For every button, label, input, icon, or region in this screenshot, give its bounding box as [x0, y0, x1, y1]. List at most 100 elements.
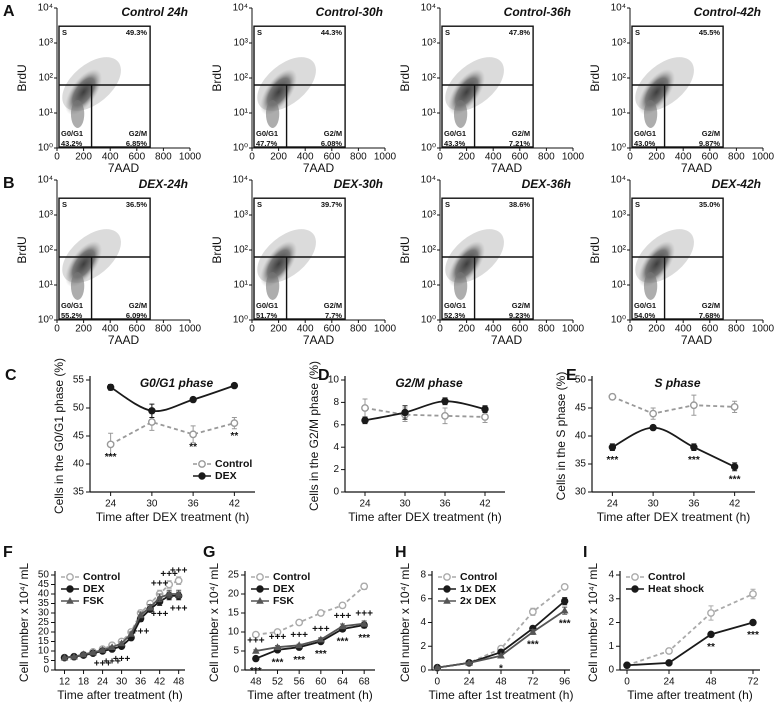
- x-tick-label: 800: [728, 152, 745, 163]
- y-axis-title: BrdU: [588, 64, 602, 91]
- x-tick-label: 0: [249, 152, 255, 163]
- marker: [560, 606, 569, 614]
- legend-marker: [256, 573, 264, 581]
- x-tick-label: 600: [128, 324, 145, 335]
- y-tick-label: 55: [73, 375, 85, 386]
- y-tick-label: 10⁰: [421, 143, 436, 154]
- y-axis-title: Cell number x 10⁴/ mL: [398, 563, 412, 683]
- series-line: [364, 400, 486, 422]
- marker: [730, 402, 739, 411]
- x-axis-title: 7AAD: [491, 333, 523, 347]
- y-tick-label: 4: [333, 442, 339, 453]
- marker: [127, 629, 135, 637]
- legend-label: Control: [83, 571, 120, 583]
- x-tick-label: 200: [270, 324, 287, 335]
- legend-label: Control: [460, 571, 497, 583]
- x-axis-title: 7AAD: [491, 161, 523, 175]
- legend-label: Control: [648, 571, 685, 583]
- x-tick-label: 64: [337, 677, 349, 688]
- x-tick-label: 60: [315, 677, 327, 688]
- x-tick-label: 0: [54, 324, 60, 335]
- y-tick-label: 50: [38, 570, 50, 581]
- y-tick-label: 50: [575, 375, 587, 386]
- significance: +++: [247, 636, 265, 647]
- legend-marker: [443, 597, 451, 604]
- legend-label: Control: [215, 458, 252, 470]
- y-tick-label: 8: [420, 570, 426, 581]
- x-tick-label: 1000: [752, 324, 775, 335]
- x-axis-title: 7AAD: [681, 161, 713, 175]
- marker: [89, 648, 97, 656]
- y-tick-label: 20: [38, 627, 50, 638]
- plot-title: DEX-42h: [712, 177, 761, 191]
- y-tick-label: 10²: [234, 73, 249, 84]
- marker: [649, 423, 657, 432]
- x-tick-label: 30: [399, 499, 411, 510]
- marker: [665, 659, 673, 667]
- gate-name: G0/G1: [256, 129, 278, 138]
- y-tick-label: 10²: [234, 245, 249, 256]
- marker: [361, 404, 369, 412]
- x-tick-label: 48: [705, 677, 717, 688]
- x-tick-label: 200: [270, 152, 287, 163]
- x-tick-label: 0: [437, 324, 443, 335]
- marker: [273, 628, 282, 636]
- marker: [295, 618, 304, 627]
- marker: [98, 646, 107, 653]
- y-tick-label: 45: [73, 431, 85, 442]
- plot-title: DEX-30h: [334, 177, 383, 191]
- gate-percent: 6.09%: [126, 311, 148, 320]
- marker: [749, 618, 757, 627]
- marker: [295, 641, 303, 649]
- y-axis-title: BrdU: [210, 64, 224, 91]
- gate-name: S: [635, 200, 640, 209]
- gate-percent: 55.2%: [61, 311, 83, 320]
- y-tick-label: 10¹: [234, 108, 249, 119]
- y-tick-label: 4: [420, 617, 426, 628]
- y-tick-label: 0: [420, 665, 426, 676]
- legend-marker: [66, 597, 74, 604]
- marker: [665, 647, 673, 655]
- marker: [441, 411, 449, 420]
- marker: [690, 443, 698, 451]
- gate-name: S: [257, 200, 262, 209]
- marker: [70, 652, 78, 660]
- y-tick-label: 10²: [612, 73, 627, 84]
- y-tick-label: 10⁰: [233, 315, 248, 326]
- marker: [497, 651, 505, 659]
- x-tick-label: 24: [663, 677, 675, 688]
- x-tick-label: 400: [485, 152, 502, 163]
- marker: [433, 663, 442, 671]
- x-tick-label: 0: [249, 324, 255, 335]
- y-tick-label: 2: [420, 641, 426, 652]
- y-tick-label: 10⁰: [38, 315, 53, 326]
- y-tick-label: 25: [38, 617, 50, 628]
- y-axis-title: BrdU: [398, 236, 412, 263]
- gate-name: G2/M: [702, 301, 720, 310]
- y-tick-label: 8: [333, 397, 339, 408]
- x-tick-label: 200: [648, 324, 665, 335]
- x-tick-label: 400: [675, 152, 692, 163]
- marker: [230, 419, 239, 428]
- gate-percent: 47.8%: [509, 28, 531, 37]
- plot-title: S phase: [654, 376, 700, 390]
- x-tick-label: 600: [701, 324, 718, 335]
- y-tick-label: 10⁴: [233, 175, 248, 186]
- x-tick-label: 36: [188, 499, 200, 510]
- y-axis-title: Cells in the G2/M phase (%): [307, 361, 321, 511]
- significance: ***: [293, 655, 305, 666]
- gate: [441, 197, 534, 320]
- significance: ***: [747, 630, 759, 641]
- density-cloud: [70, 272, 85, 300]
- x-tick-label: 0: [435, 677, 441, 688]
- x-tick-label: 36: [439, 499, 451, 510]
- significance: +++: [170, 604, 188, 615]
- series-line: [110, 421, 235, 446]
- x-tick-label: 1000: [562, 152, 585, 163]
- y-tick-label: 40: [575, 431, 587, 442]
- y-axis-title: Cell number x 10⁴/ mL: [586, 563, 600, 683]
- marker: [174, 590, 183, 597]
- significance: +++: [355, 608, 373, 619]
